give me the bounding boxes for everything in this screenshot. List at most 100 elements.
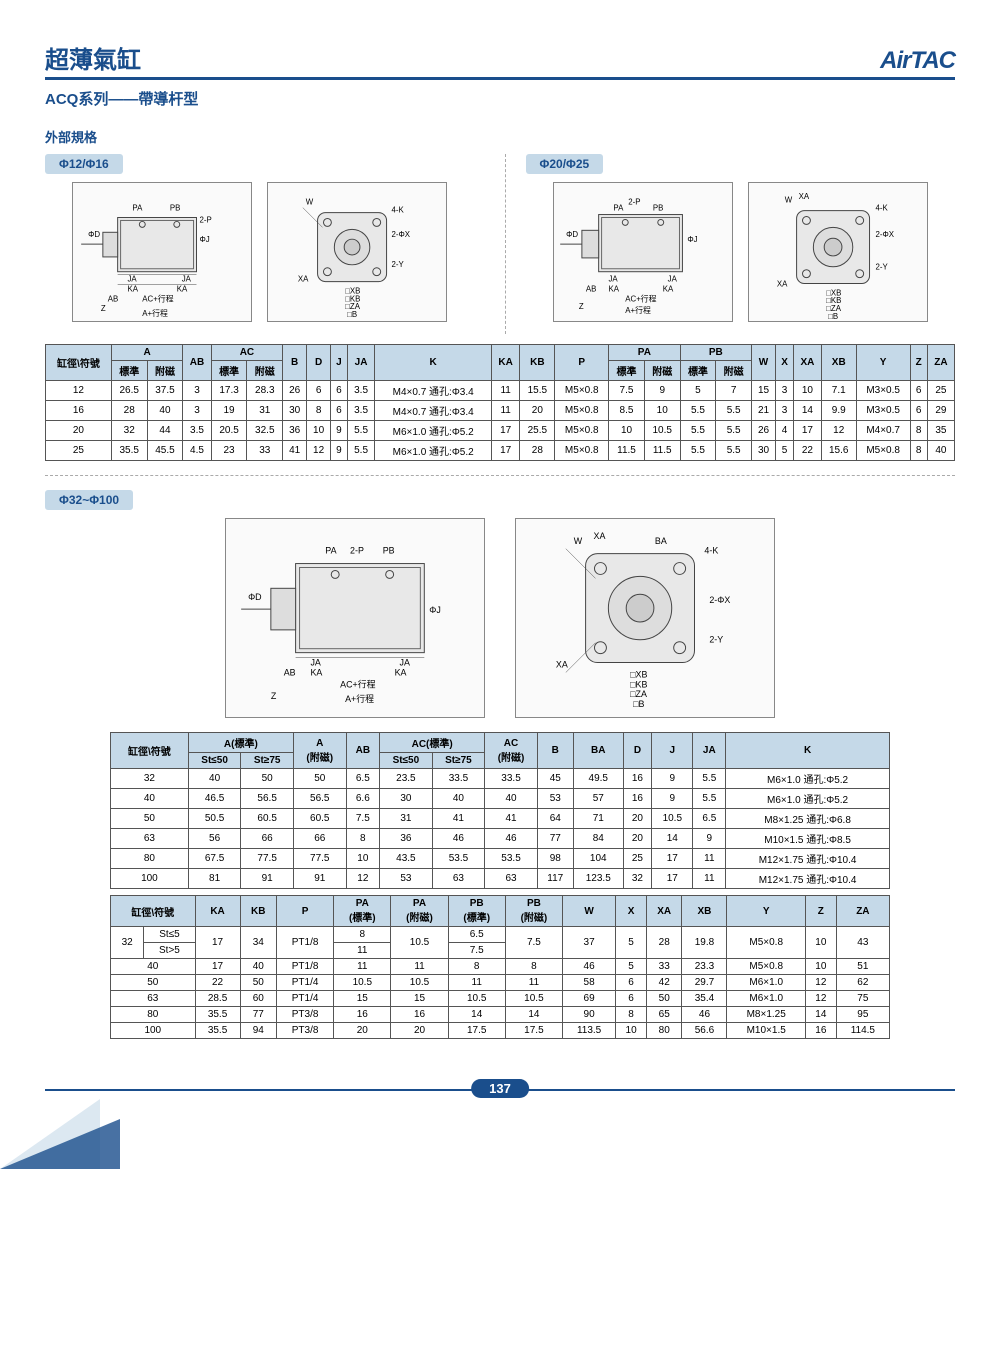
table-row: 2535.545.54.52333411295.5M6×1.0 通孔:Φ5.21… xyxy=(46,441,955,461)
col-a-mag: A(附磁) xyxy=(293,733,346,769)
col-a: A xyxy=(111,345,182,361)
svg-text:JA: JA xyxy=(667,275,677,284)
brand-logo: AirTAC xyxy=(880,47,955,75)
col-kb: KB xyxy=(520,345,555,381)
col-ka: KA xyxy=(195,896,240,927)
table-row: 502250PT1/410.510.511115864229.7M6×1.012… xyxy=(111,975,890,991)
svg-text:PB: PB xyxy=(170,204,181,213)
svg-text:AC+行程: AC+行程 xyxy=(625,293,656,303)
col-k: K xyxy=(375,345,492,381)
svg-text:ΦD: ΦD xyxy=(248,592,262,602)
col-pa-mag: PA(附磁) xyxy=(391,896,448,927)
col-pb-std: PB(標準) xyxy=(448,896,505,927)
svg-text:AC+行程: AC+行程 xyxy=(143,293,174,303)
svg-text:Z: Z xyxy=(271,691,277,701)
diagram-side-view-20: 2-P PB PA ΦD ΦJ JA JA KA KA AB AC+行程 Z A+行… xyxy=(553,182,733,322)
col-b: B xyxy=(537,733,573,769)
svg-text:□KB: □KB xyxy=(630,679,647,689)
table-row: 10081919112536363117123.5321711M12×1.75 … xyxy=(111,869,890,889)
svg-text:JA: JA xyxy=(608,275,618,284)
col-bore: 缸徑\符號 xyxy=(46,345,112,381)
svg-text:KA: KA xyxy=(662,284,673,293)
col-bore: 缸徑\符號 xyxy=(111,896,196,927)
svg-text:PB: PB xyxy=(653,204,664,213)
col-ac-std: 標準 xyxy=(211,361,247,381)
svg-text:ΦJ: ΦJ xyxy=(687,235,697,244)
svg-text:A+行程: A+行程 xyxy=(625,305,651,315)
col-ac-std: AC(標準) xyxy=(380,733,485,753)
col-ab: AB xyxy=(346,733,380,769)
diagram-end-view-12: W 4-K 2-ΦX 2-Y □XB □KB □ZA □B XA xyxy=(267,182,447,322)
svg-text:PA: PA xyxy=(613,204,624,213)
col-pa-std: PA(標準) xyxy=(334,896,391,927)
col-z: Z xyxy=(805,896,836,927)
svg-text:W: W xyxy=(785,196,793,205)
svg-text:4-K: 4-K xyxy=(875,204,888,213)
spec-table-32-100-a: 缸徑\符號 A(標準) A(附磁) AB AC(標準) AC(附磁) B BA … xyxy=(110,732,890,889)
svg-text:Z: Z xyxy=(579,302,584,311)
col-w: W xyxy=(752,345,776,381)
svg-text:Z: Z xyxy=(101,304,106,313)
svg-text:A+行程: A+行程 xyxy=(345,693,374,704)
svg-text:PA: PA xyxy=(133,204,144,213)
svg-text:AB: AB xyxy=(586,284,597,293)
table-row: 1628403193130863.5M4×0.7 通孔:Φ3.41120M5×0… xyxy=(46,401,955,421)
svg-text:KA: KA xyxy=(608,284,619,293)
svg-text:□B: □B xyxy=(347,310,357,319)
svg-text:W: W xyxy=(574,536,583,546)
svg-text:JA: JA xyxy=(182,275,192,284)
col-pa: PA xyxy=(609,345,680,361)
col-pb-std: 標準 xyxy=(680,361,716,381)
col-bore: 缸徑\符號 xyxy=(111,733,189,769)
col-p: P xyxy=(276,896,333,927)
svg-text:W: W xyxy=(306,198,314,207)
col-x: X xyxy=(616,896,647,927)
diagram-end-view-32: W XA BA 4-K 2-ΦX 2-Y □XB □KB □ZA □B XA xyxy=(515,518,775,718)
svg-text:□B: □B xyxy=(828,312,838,321)
svg-text:JA: JA xyxy=(128,275,138,284)
svg-text:2-P: 2-P xyxy=(200,215,212,224)
svg-text:2-P: 2-P xyxy=(350,546,364,556)
table-row: 8067.577.577.51043.553.553.598104251711M… xyxy=(111,849,890,869)
svg-text:ΦD: ΦD xyxy=(566,230,578,239)
col-ab: AB xyxy=(183,345,211,381)
svg-text:□XB: □XB xyxy=(630,669,647,679)
col-d: D xyxy=(623,733,651,769)
svg-text:KA: KA xyxy=(128,284,139,293)
table-row: 32St≤51734PT1/8810.56.57.53752819.8M5×0.… xyxy=(111,927,890,943)
col-xa: XA xyxy=(794,345,822,381)
col-xb: XB xyxy=(821,345,856,381)
svg-text:2-ΦX: 2-ΦX xyxy=(875,230,894,239)
table-row: 4046.556.556.56.630404053571695.5M6×1.0 … xyxy=(111,789,890,809)
col-st50: St≤50 xyxy=(380,753,433,769)
col-ac: AC xyxy=(211,345,282,361)
diagram-end-view-20: W XA 4-K 2-ΦX 2-Y □XB □KB □ZA □B XA xyxy=(748,182,928,322)
col-j: J xyxy=(331,345,348,381)
table-row: 401740PT1/81111884653323.3M5×0.81051 xyxy=(111,959,890,975)
col-za: ZA xyxy=(836,896,889,927)
series-subtitle: ACQ系列——帶導杆型 xyxy=(45,88,955,109)
table-row: 2032443.520.532.5361095.5M6×1.0 通孔:Φ5.21… xyxy=(46,421,955,441)
table-row: 324050506.523.533.533.54549.51695.5M6×1.… xyxy=(111,769,890,789)
size-label-12-16: Φ12/Φ16 xyxy=(45,154,123,174)
col-y: Y xyxy=(727,896,805,927)
svg-text:XA: XA xyxy=(594,531,606,541)
col-st75: St≥75 xyxy=(241,753,294,769)
svg-text:PB: PB xyxy=(383,546,395,556)
svg-text:2-ΦX: 2-ΦX xyxy=(392,230,411,239)
svg-text:2-P: 2-P xyxy=(628,198,640,207)
svg-text:ΦD: ΦD xyxy=(88,230,100,239)
section-heading: 外部規格 xyxy=(45,127,955,146)
col-ka: KA xyxy=(491,345,519,381)
svg-text:ΦJ: ΦJ xyxy=(200,235,210,244)
svg-text:2-Y: 2-Y xyxy=(392,260,405,269)
section-divider xyxy=(45,475,955,476)
svg-text:2-ΦX: 2-ΦX xyxy=(709,595,730,605)
page-number: 137 xyxy=(471,1079,529,1098)
col-pb-mag: 附磁 xyxy=(716,361,752,381)
col-pb-mag: PB(附磁) xyxy=(505,896,562,927)
col-x: X xyxy=(776,345,794,381)
col-ja: JA xyxy=(693,733,726,769)
diagram-side-view-12: PA PB 2-P ΦD ΦJ JAJA KAKA AB AC+行程 Z A+行… xyxy=(72,182,252,322)
col-z: Z xyxy=(910,345,927,381)
